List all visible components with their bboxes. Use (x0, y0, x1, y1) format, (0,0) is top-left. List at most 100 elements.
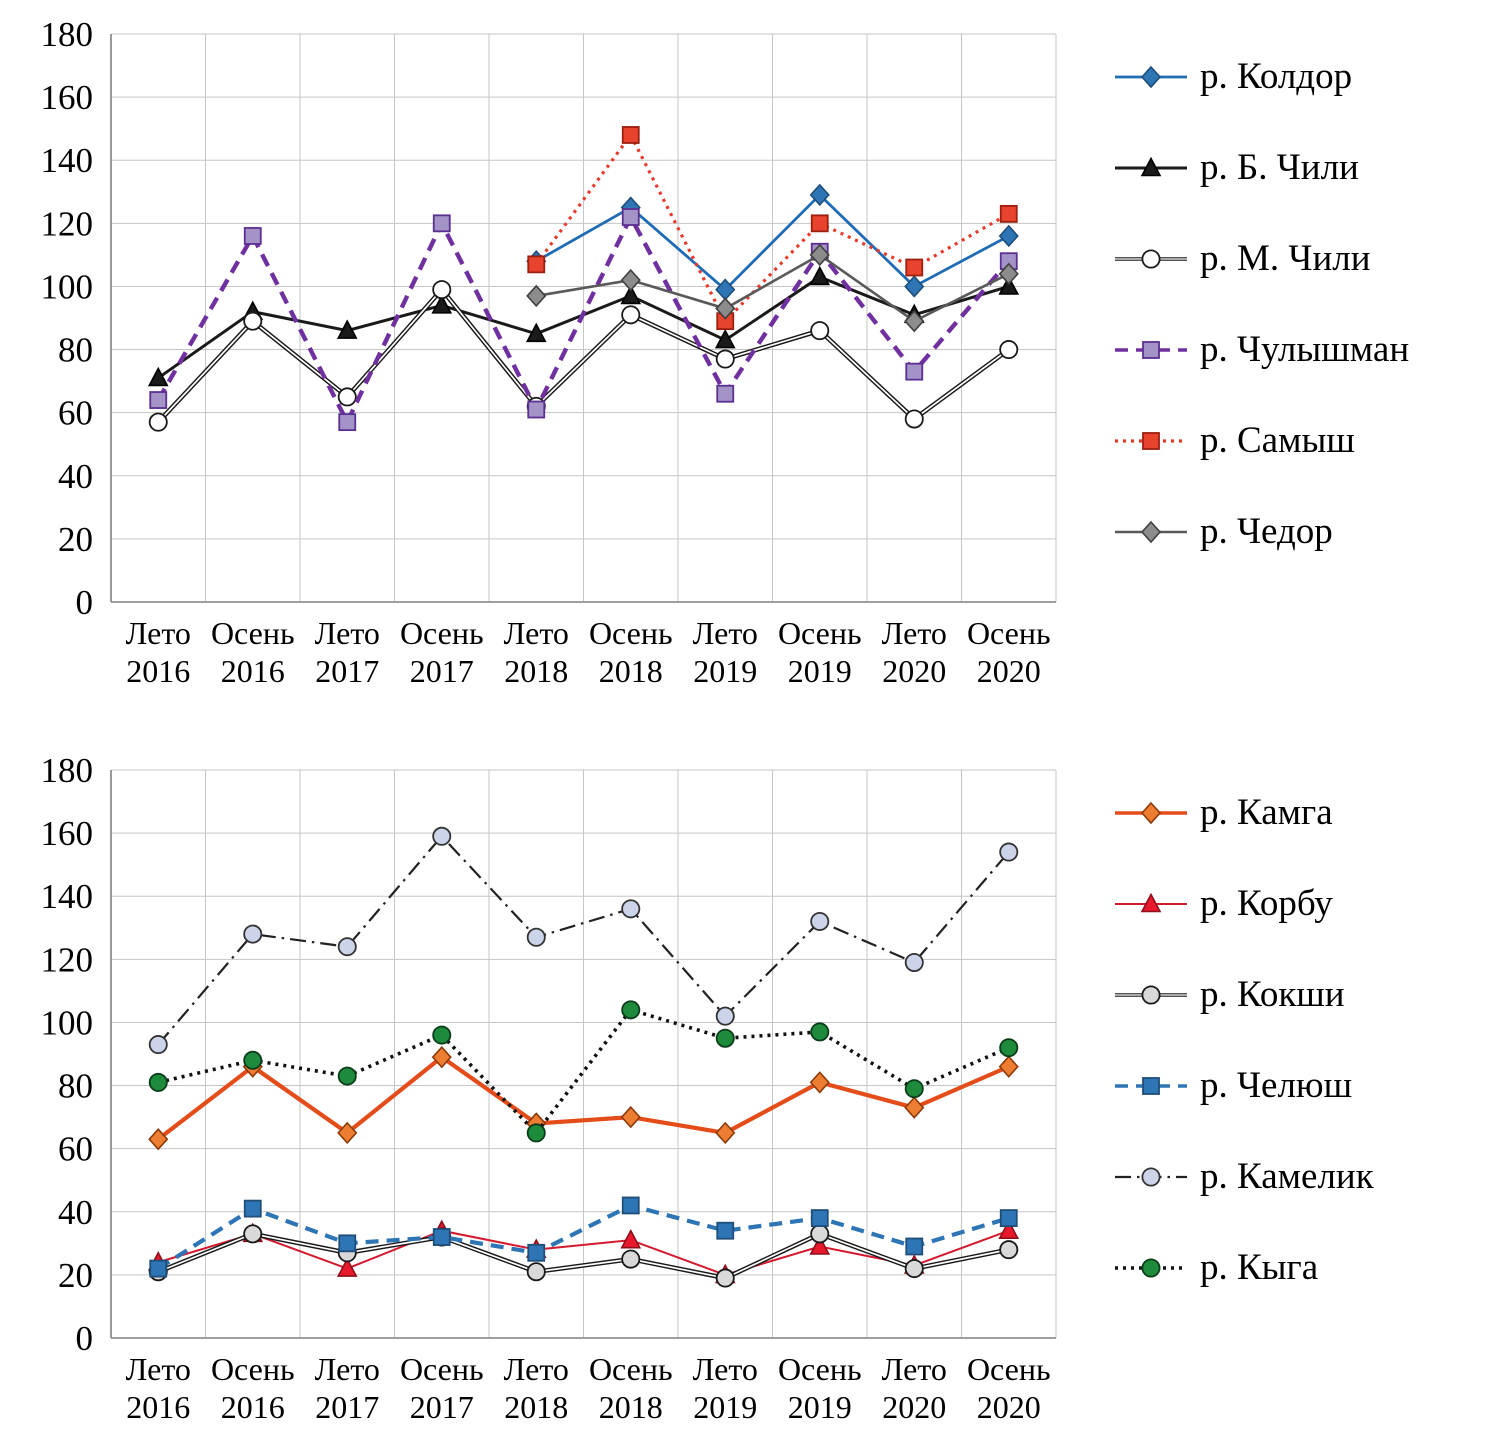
legend-marker-icon (1115, 1076, 1187, 1095)
x-tick-year: 2019 (788, 653, 852, 689)
legend-label: р. Камелик (1200, 1156, 1374, 1197)
data-point-marker (148, 1072, 168, 1092)
legend-marker-icon (1115, 892, 1187, 912)
data-point-marker (715, 1028, 735, 1048)
x-tick-season: Осень (778, 1351, 862, 1387)
data-point-marker (620, 1228, 642, 1249)
data-point-marker (904, 1096, 925, 1119)
series-line (157, 1007, 1010, 1136)
data-point-marker (336, 1257, 358, 1277)
x-tick-season: Осень (967, 1351, 1051, 1387)
data-point-marker (621, 208, 640, 226)
data-point-marker (243, 924, 263, 944)
data-point-marker (809, 183, 830, 207)
legend-marker-icon (1115, 248, 1187, 269)
legend-label: р. Чулышман (1200, 329, 1410, 370)
y-tick-label: 80 (58, 331, 93, 370)
x-tick-season: Осень (211, 1351, 295, 1387)
chart-block-upper: 0 20 40 60 80 100 120 140 160 180 Лето 2016 Осень 201… (6, 6, 1497, 706)
data-point-marker (526, 927, 546, 947)
data-point-marker (526, 1123, 546, 1143)
legend-label: р. Корбу (1200, 883, 1333, 924)
legend-marker-icon (1115, 431, 1187, 450)
data-point-marker (526, 284, 547, 308)
x-tick-year: 2017 (315, 653, 379, 689)
y-tick-label: 160 (41, 814, 94, 853)
data-point-marker (148, 412, 168, 432)
legend-item-2: р. Корбу (1112, 885, 1497, 922)
data-point-marker (526, 1262, 546, 1282)
data-point-marker (337, 1066, 357, 1086)
series-line-inner (157, 1232, 1009, 1279)
x-tick-year: 2017 (410, 653, 474, 689)
data-point-marker (1142, 1076, 1160, 1095)
legend-item-4: р. Челюш (1112, 1067, 1497, 1104)
data-point-marker (337, 387, 357, 407)
legend-marker-icon (1115, 1166, 1187, 1187)
data-point-marker (336, 319, 358, 339)
legend-item-6: р. Кыга (1112, 1249, 1497, 1286)
series-line-inner (157, 288, 1010, 423)
x-tick-year: 2016 (221, 653, 285, 689)
data-point-marker (998, 262, 1019, 286)
series-line (536, 253, 1010, 323)
data-point-marker (999, 842, 1019, 862)
x-tick-year: 2017 (410, 1389, 474, 1425)
x-tick-year: 2019 (788, 1389, 852, 1425)
data-point-marker (525, 322, 547, 343)
x-tick-year: 2018 (504, 653, 568, 689)
x-tick-year: 2019 (693, 1389, 757, 1425)
data-point-marker (527, 255, 546, 274)
x-tick-season: Осень (400, 615, 484, 651)
x-tick-season: Осень (967, 615, 1051, 651)
data-point-marker (998, 275, 1020, 295)
data-point-marker (337, 1121, 358, 1145)
x-tick-year: 2016 (126, 653, 190, 689)
data-point-marker (621, 126, 640, 144)
data-point-marker (432, 826, 452, 846)
legend-lower: р. Камга р. Корбу р. Кокши р. Челюш р. Камел… (1112, 742, 1497, 1286)
data-point-marker (905, 258, 924, 277)
x-tick-season: Лето (882, 1351, 947, 1387)
data-point-marker (810, 321, 830, 341)
data-point-marker (1141, 248, 1161, 269)
legend-label: р. Камга (1200, 792, 1333, 833)
x-tick-year: 2016 (221, 1389, 285, 1425)
legend-item-3: р. М. Чили (1112, 240, 1497, 277)
x-tick-season: Лето (693, 1351, 758, 1387)
y-tick-label: 60 (58, 1130, 93, 1169)
data-point-marker (338, 1234, 357, 1253)
y-tick-label: 20 (58, 1256, 93, 1295)
data-point-marker (1141, 1166, 1161, 1187)
line-chart-upper: 020406080100120140160180Лето2016Осень201… (41, 15, 1057, 689)
data-point-marker (431, 294, 453, 314)
y-tick-label: 0 (76, 583, 94, 622)
series-line (157, 1229, 1010, 1276)
data-point-marker (148, 1035, 168, 1055)
legend-item-3: р. Кокши (1112, 976, 1497, 1013)
data-point-marker (810, 214, 829, 233)
data-point-marker (810, 911, 830, 931)
y-tick-label: 140 (41, 141, 94, 180)
legend-label: р. Кыга (1200, 1247, 1319, 1288)
data-point-marker (1141, 984, 1161, 1005)
legend-label: р. М. Чили (1200, 238, 1371, 279)
data-point-marker (904, 309, 925, 333)
data-point-marker (904, 1259, 924, 1279)
data-point-marker (337, 937, 357, 957)
data-point-marker (621, 899, 641, 919)
x-tick-year: 2018 (599, 1389, 663, 1425)
data-point-marker (715, 1006, 735, 1026)
data-point-marker (905, 362, 924, 381)
line-chart-lower: 020406080100120140160180Лето2016Осень201… (41, 751, 1057, 1425)
data-point-marker (715, 349, 735, 369)
data-point-marker (1141, 1257, 1161, 1278)
y-tick-label: 120 (41, 204, 94, 243)
data-point-marker (998, 1055, 1019, 1078)
data-point-marker (431, 1045, 452, 1069)
data-point-marker (148, 1128, 169, 1151)
data-point-marker (243, 1224, 263, 1244)
data-point-marker (716, 1221, 735, 1240)
data-point-marker (338, 413, 357, 432)
data-point-marker (1140, 520, 1162, 543)
